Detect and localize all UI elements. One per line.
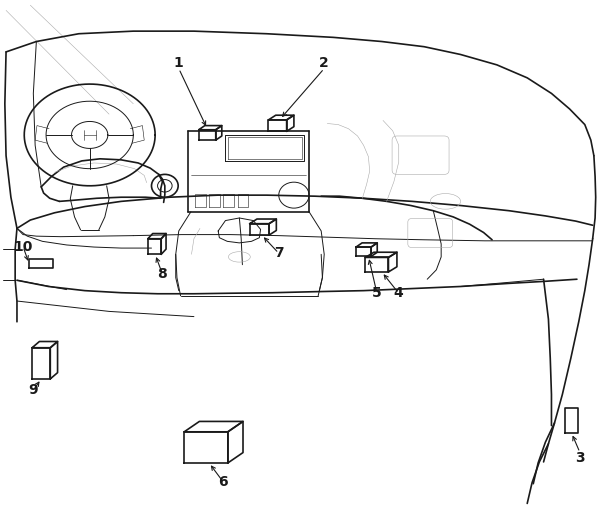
Text: 9: 9	[28, 384, 38, 397]
Text: 3: 3	[575, 451, 585, 465]
Text: 4: 4	[394, 286, 404, 300]
Text: 10: 10	[13, 240, 33, 253]
Text: 5: 5	[372, 286, 382, 300]
Text: 7: 7	[274, 247, 284, 260]
Text: 6: 6	[218, 475, 228, 488]
Text: 2: 2	[319, 57, 329, 70]
Text: 1: 1	[174, 57, 184, 70]
Text: 8: 8	[158, 267, 167, 281]
